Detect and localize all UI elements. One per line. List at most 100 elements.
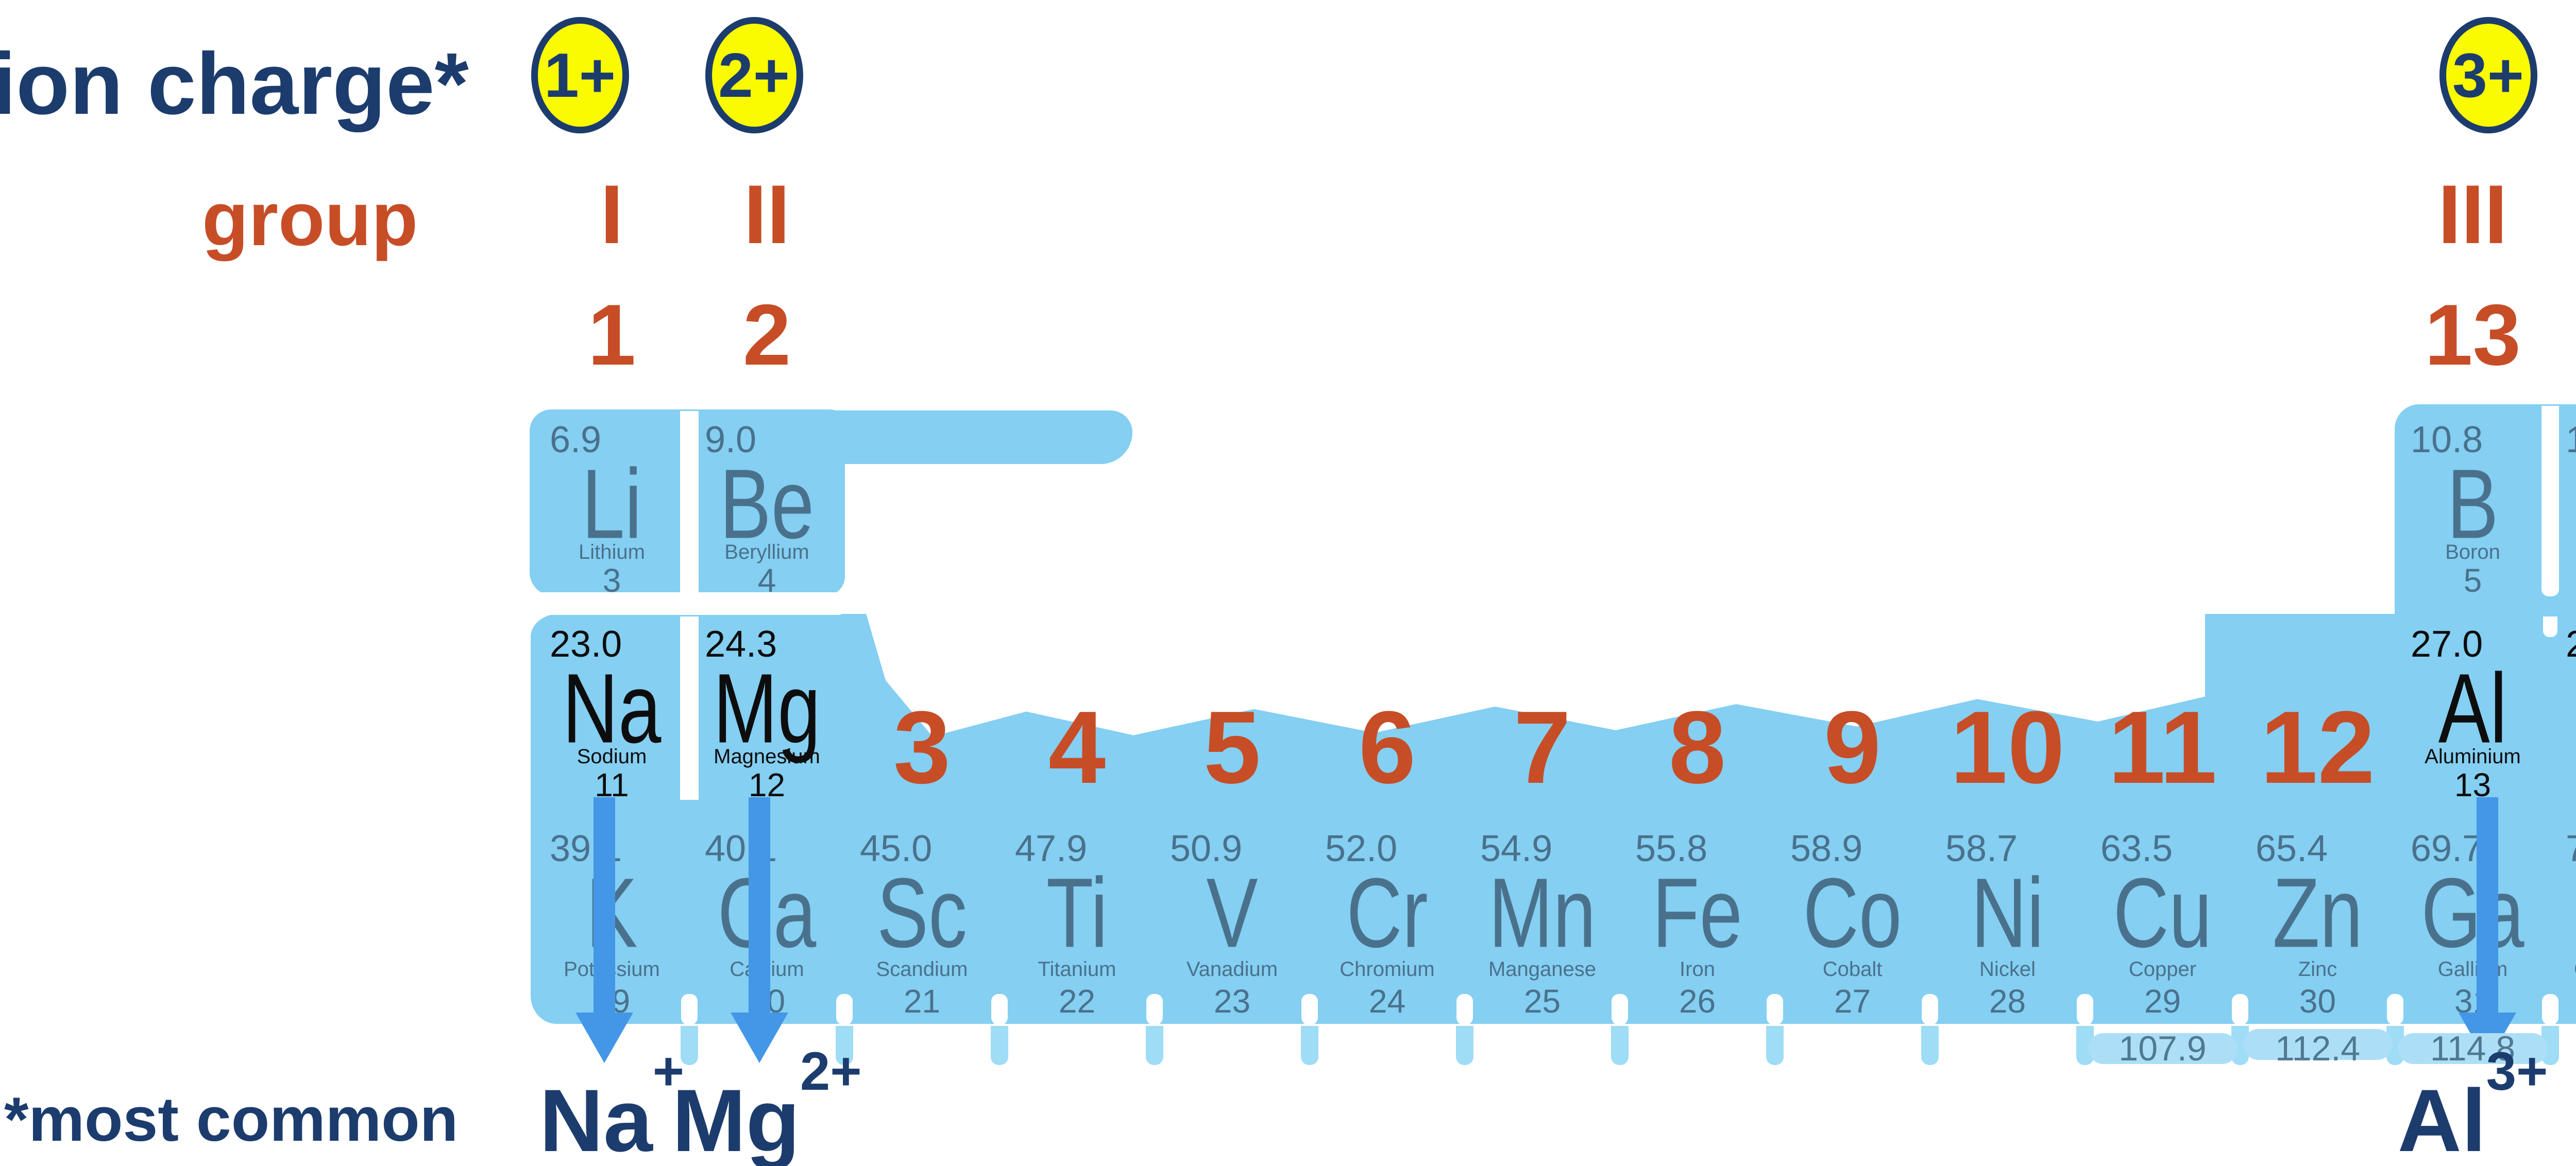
element-number: 30 bbox=[2299, 983, 2336, 1020]
element-name: Aluminium bbox=[2425, 745, 2521, 768]
cell-gap-row3-bottom-slit bbox=[681, 994, 698, 1025]
group-label: group bbox=[202, 177, 418, 262]
element-name: Iron bbox=[1680, 958, 1715, 981]
row4-cell-remnant-strip bbox=[1456, 1026, 1473, 1065]
row4-mass-fragment: 114.8 bbox=[2430, 1029, 2516, 1068]
element-symbol: Co bbox=[1803, 857, 1902, 968]
element-cell-c: 12.0CCarbon6 bbox=[2560, 412, 2576, 593]
element-symbol: Fe bbox=[1652, 857, 1743, 968]
element-mass: 45.0 bbox=[860, 828, 933, 869]
cell-gap-row3-bottom-slit bbox=[2387, 994, 2403, 1025]
element-mass: 47.9 bbox=[1015, 828, 1088, 869]
cell-gap-row3-bottom-slit bbox=[1146, 994, 1163, 1025]
element-cell-ni: 58.7 Ni Nickel 28 bbox=[1939, 821, 2076, 1022]
element-number: 28 bbox=[1989, 983, 2026, 1020]
cell-gap-row3-bottom-slit bbox=[1301, 994, 1318, 1025]
middle-group-number: 11 bbox=[2108, 690, 2217, 805]
row4-mass-fragment: 112.4 bbox=[2275, 1029, 2361, 1068]
cell-gap-row2-namg bbox=[680, 616, 699, 800]
element-number: 3 bbox=[602, 562, 621, 599]
table-blob-row1-tongue bbox=[823, 410, 1132, 464]
element-name: Chromium bbox=[1340, 958, 1435, 981]
element-cell-ga: 69.7 Ga Gallium 31 bbox=[2404, 821, 2541, 1022]
element-cell-be: 9.0 Be Beryllium 4 bbox=[699, 412, 835, 597]
element-number: 24 bbox=[1368, 983, 1406, 1020]
element-mass: 54.9 bbox=[1480, 828, 1553, 869]
element-number: 23 bbox=[1213, 983, 1251, 1020]
element-symbol: Ti bbox=[1046, 857, 1108, 968]
ion-symbol: Al bbox=[2397, 1071, 2486, 1166]
middle-group-number: 7 bbox=[1513, 690, 1571, 805]
element-name: Boron bbox=[2445, 541, 2500, 563]
element-cell-mg: 24.3 Mg Magnesium 12 bbox=[699, 616, 835, 803]
down-arrow-shaft bbox=[2476, 797, 2498, 1014]
element-symbol: Ni bbox=[1971, 857, 2044, 968]
cell-gap-row3-bottom-slit bbox=[2232, 994, 2248, 1025]
cell-gap-row3-bottom-slit bbox=[1612, 994, 1628, 1025]
element-number: 21 bbox=[903, 983, 941, 1020]
element-mass: 69.7 bbox=[2411, 828, 2483, 869]
element-name: Scandium bbox=[876, 958, 968, 981]
element-cell-sc: 45.0 Sc Scandium 21 bbox=[854, 821, 990, 1022]
element-number: 5 bbox=[2463, 562, 2482, 599]
row4-swash bbox=[2243, 1029, 2393, 1060]
row4-cell-remnant-strip bbox=[681, 1026, 698, 1065]
element-cell-na: 23.0 Na Sodium 11 bbox=[544, 616, 680, 801]
element-cell-si: 28.1SiSilicon14 bbox=[2560, 616, 2576, 798]
element-name: Manganese bbox=[1488, 958, 1597, 981]
group-roman-numeral: I bbox=[600, 168, 624, 261]
element-symbol: V bbox=[1206, 857, 1258, 968]
element-symbol: Li bbox=[582, 448, 642, 559]
row4-cell-remnant-strip bbox=[1146, 1026, 1163, 1065]
element-number: 13 bbox=[2454, 766, 2492, 803]
element-cell-mn: 54.9 Mn Manganese 25 bbox=[1474, 821, 1611, 1022]
middle-group-number: 4 bbox=[1048, 690, 1106, 805]
element-number: 12 bbox=[748, 766, 786, 803]
element-mass: 58.7 bbox=[1945, 828, 2018, 869]
group-number: 2 bbox=[742, 286, 791, 383]
element-mass: 10.8 bbox=[2411, 419, 2483, 460]
element-symbol: Cu bbox=[2113, 857, 2212, 968]
row-gap-left bbox=[530, 592, 846, 615]
element-cell-b: 10.8 B Boron 5 bbox=[2404, 412, 2541, 597]
element-mass: 23.0 bbox=[550, 624, 622, 665]
element-cell-li: 6.9 Li Lithium 3 bbox=[544, 412, 680, 597]
row4-cell-remnant-strip bbox=[1301, 1026, 1318, 1065]
middle-group-number: 6 bbox=[1358, 690, 1416, 805]
element-name: Titanium bbox=[1038, 958, 1116, 981]
element-mass: 28.1 bbox=[2566, 626, 2576, 663]
ion-label: Na + bbox=[539, 1044, 684, 1166]
charge-badge-label: 3+ bbox=[2452, 40, 2524, 110]
element-cell-zn: 65.4 Zn Zinc 30 bbox=[2249, 821, 2386, 1022]
middle-group-number: 8 bbox=[1668, 690, 1726, 805]
middle-group-number: 5 bbox=[1203, 690, 1261, 805]
row4-mass-fragment: 107.9 bbox=[2119, 1029, 2207, 1068]
element-mass: 50.9 bbox=[1170, 828, 1243, 869]
row4-cell-remnant-strip bbox=[991, 1026, 1008, 1065]
group-roman-numeral: III bbox=[2437, 168, 2508, 261]
cell-gap-row1-left bbox=[680, 411, 699, 595]
group-roman-numeral: II bbox=[743, 168, 790, 261]
ion-charge-superscript: 3+ bbox=[2486, 1041, 2548, 1102]
element-cell-al: 27.0 Al Aluminium 13 bbox=[2404, 616, 2541, 803]
element-name: Zinc bbox=[2298, 958, 2337, 981]
cell-gap-row3-bottom-slit bbox=[1767, 994, 1783, 1025]
element-name: Beryllium bbox=[724, 541, 809, 563]
down-arrow-head bbox=[730, 1013, 788, 1063]
middle-group-number: 3 bbox=[893, 690, 951, 805]
ion-symbol: Na bbox=[539, 1071, 653, 1166]
most-common-footnote: *most common bbox=[4, 1084, 459, 1154]
cell-gap-row2-top-slit bbox=[2543, 616, 2557, 637]
element-cell-v: 50.9 V Vanadium 23 bbox=[1164, 821, 1300, 1022]
cell-gap-row3-bottom-slit bbox=[2077, 994, 2093, 1025]
cell-gap-row3-bottom-slit bbox=[2542, 994, 2558, 1025]
charge-badge-1plus: 1+ bbox=[531, 17, 629, 133]
ion-charge-superscript: + bbox=[652, 1041, 685, 1102]
cell-gap-row3-bottom-slit bbox=[836, 994, 853, 1025]
charge-badge-label: 1+ bbox=[544, 40, 616, 110]
element-number: 4 bbox=[757, 562, 776, 599]
element-number: 22 bbox=[1058, 983, 1096, 1020]
cell-gap-row3-bottom-slit bbox=[991, 994, 1008, 1025]
element-mass: 63.5 bbox=[2100, 828, 2173, 869]
element-symbol: Zn bbox=[2272, 857, 2363, 968]
